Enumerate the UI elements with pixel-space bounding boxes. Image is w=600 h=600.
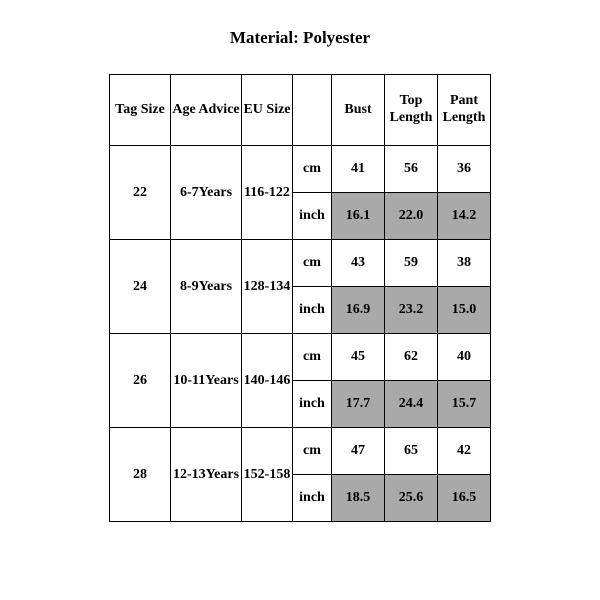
col-unit bbox=[293, 75, 332, 146]
cell-tag-size: 24 bbox=[110, 240, 171, 334]
cell-top-length-cm: 56 bbox=[385, 146, 438, 193]
page: Material: Polyester Tag Size Age Advice … bbox=[0, 0, 600, 600]
cell-age-advice: 8-9Years bbox=[171, 240, 242, 334]
cell-pant-length-cm: 38 bbox=[438, 240, 491, 287]
page-title: Material: Polyester bbox=[0, 28, 600, 48]
cell-top-length-cm: 59 bbox=[385, 240, 438, 287]
col-tag-size: Tag Size bbox=[110, 75, 171, 146]
cell-eu-size: 128-134 bbox=[242, 240, 293, 334]
size-chart-table: Tag Size Age Advice EU Size Bust Top Len… bbox=[109, 74, 491, 522]
table-row: 22 6-7Years 116-122 cm 41 56 36 bbox=[110, 146, 491, 193]
cell-pant-length-cm: 36 bbox=[438, 146, 491, 193]
col-age-advice: Age Advice bbox=[171, 75, 242, 146]
cell-top-length-inch: 23.2 bbox=[385, 287, 438, 334]
cell-top-length-inch: 24.4 bbox=[385, 381, 438, 428]
cell-age-advice: 6-7Years bbox=[171, 146, 242, 240]
cell-tag-size: 22 bbox=[110, 146, 171, 240]
cell-unit-cm: cm bbox=[293, 146, 332, 193]
cell-age-advice: 10-11Years bbox=[171, 334, 242, 428]
cell-top-length-cm: 62 bbox=[385, 334, 438, 381]
cell-pant-length-inch: 16.5 bbox=[438, 475, 491, 522]
cell-unit-inch: inch bbox=[293, 475, 332, 522]
cell-eu-size: 152-158 bbox=[242, 428, 293, 522]
cell-top-length-inch: 25.6 bbox=[385, 475, 438, 522]
cell-top-length-cm: 65 bbox=[385, 428, 438, 475]
cell-bust-inch: 16.1 bbox=[332, 193, 385, 240]
cell-bust-inch: 18.5 bbox=[332, 475, 385, 522]
col-bust: Bust bbox=[332, 75, 385, 146]
cell-top-length-inch: 22.0 bbox=[385, 193, 438, 240]
table-row: 28 12-13Years 152-158 cm 47 65 42 bbox=[110, 428, 491, 475]
table-header-row: Tag Size Age Advice EU Size Bust Top Len… bbox=[110, 75, 491, 146]
cell-unit-inch: inch bbox=[293, 381, 332, 428]
cell-pant-length-inch: 15.0 bbox=[438, 287, 491, 334]
cell-unit-cm: cm bbox=[293, 428, 332, 475]
cell-tag-size: 28 bbox=[110, 428, 171, 522]
col-eu-size: EU Size bbox=[242, 75, 293, 146]
cell-bust-cm: 43 bbox=[332, 240, 385, 287]
cell-bust-cm: 47 bbox=[332, 428, 385, 475]
cell-bust-cm: 45 bbox=[332, 334, 385, 381]
cell-pant-length-inch: 14.2 bbox=[438, 193, 491, 240]
cell-eu-size: 116-122 bbox=[242, 146, 293, 240]
cell-tag-size: 26 bbox=[110, 334, 171, 428]
cell-age-advice: 12-13Years bbox=[171, 428, 242, 522]
cell-unit-inch: inch bbox=[293, 193, 332, 240]
cell-bust-cm: 41 bbox=[332, 146, 385, 193]
table-row: 24 8-9Years 128-134 cm 43 59 38 bbox=[110, 240, 491, 287]
cell-unit-cm: cm bbox=[293, 240, 332, 287]
col-pant-length: Pant Length bbox=[438, 75, 491, 146]
table-row: 26 10-11Years 140-146 cm 45 62 40 bbox=[110, 334, 491, 381]
cell-unit-inch: inch bbox=[293, 287, 332, 334]
cell-pant-length-cm: 40 bbox=[438, 334, 491, 381]
cell-eu-size: 140-146 bbox=[242, 334, 293, 428]
cell-pant-length-inch: 15.7 bbox=[438, 381, 491, 428]
cell-bust-inch: 16.9 bbox=[332, 287, 385, 334]
col-top-length: Top Length bbox=[385, 75, 438, 146]
cell-pant-length-cm: 42 bbox=[438, 428, 491, 475]
cell-unit-cm: cm bbox=[293, 334, 332, 381]
cell-bust-inch: 17.7 bbox=[332, 381, 385, 428]
